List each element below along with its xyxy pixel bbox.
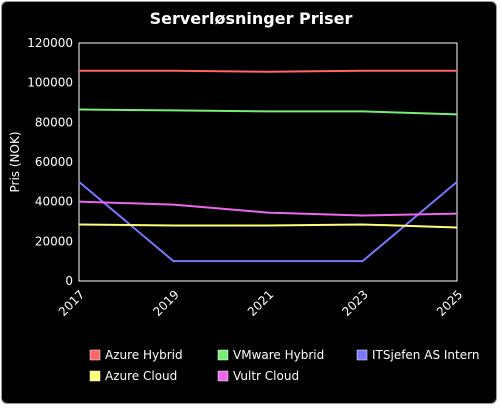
x-tick-label: 2019 [150,287,181,318]
x-tick-label: 2021 [245,287,276,318]
legend-label: VMware Hybrid [233,348,324,362]
x-tick-label: 2025 [434,287,465,318]
y-tick-label: 40000 [35,195,73,209]
y-tick-label: 20000 [35,234,73,248]
plot-area [78,42,458,282]
series-line-1 [79,69,457,73]
series-line-2 [78,108,458,116]
legend-swatch [89,370,101,382]
series-line-4 [78,223,458,229]
y-tick-label: 0 [65,274,73,288]
x-tick-label: 2017 [56,287,87,318]
chart-title: Serverløsninger Priser [149,9,353,28]
x-tick-label: 2023 [339,287,370,318]
legend-swatch [89,349,101,361]
y-tick-label: 60000 [35,155,73,169]
legend-label: Vultr Cloud [233,369,299,383]
y-tick-label: 100000 [27,76,73,90]
legend-label: Azure Hybrid [105,348,183,362]
legend-swatch [217,370,229,382]
y-tick-label: 120000 [27,36,73,50]
series-line-5 [78,200,458,217]
y-axis-ticks: 0 20000 40000 60000 80000 100000 120000 [27,36,73,288]
x-axis-ticks: 2017 2019 2021 2023 2025 [56,287,465,318]
legend-swatch [217,349,229,361]
series-line-3 [78,181,458,263]
legend-label: Azure Cloud [105,369,177,383]
legend-swatch [356,349,368,361]
series-lines [78,69,458,263]
legend: Azure Hybrid VMware Hybrid ITSjefen AS Int… [89,348,479,383]
legend-label: ITSjefen AS Intern [372,348,479,362]
y-tick-label: 80000 [35,115,73,129]
y-axis-label: Pris (NOK) [8,131,22,192]
